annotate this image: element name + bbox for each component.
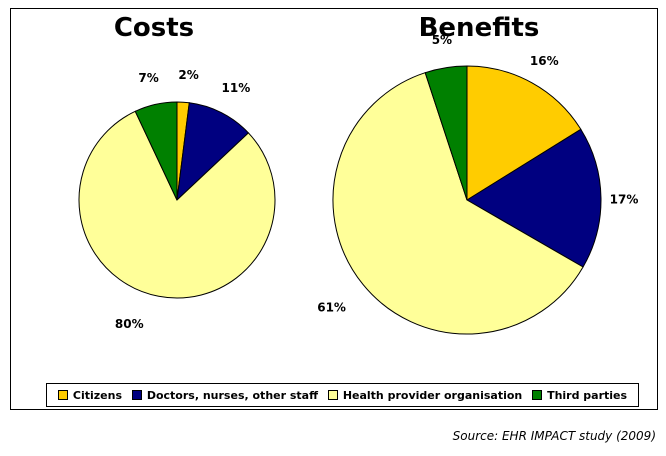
legend-swatch-staff <box>131 390 142 400</box>
benefits-title: Benefits <box>419 13 540 43</box>
benefits-label-third-parties: 5% <box>432 33 452 47</box>
costs-label-citizens: 2% <box>178 68 198 82</box>
legend-item-health-provider: Health provider organisation <box>327 388 523 402</box>
legend: Citizens Doctors, nurses, other staff He… <box>46 383 639 407</box>
benefits-slice-staff <box>466 128 602 268</box>
legend-label-health-provider: Health provider organisation <box>342 388 523 402</box>
chart-frame: Costs Benefits 2% 11% 80% 7% 16% 17% 61% 5% Ci… <box>10 8 658 410</box>
benefits-slice-citizens <box>466 65 582 201</box>
benefits-label-citizens: 16% <box>530 54 559 68</box>
benefits-slice-health-provider <box>332 72 584 335</box>
benefits-label-health-provider: 61% <box>317 300 346 314</box>
costs-slice-staff <box>176 102 250 202</box>
costs-label-health-provider: 80% <box>115 317 144 331</box>
costs-title: Costs <box>114 13 194 43</box>
chart-canvas: Costs Benefits 2% 11% 80% 7% 16% 17% 61% 5% <box>78 13 639 335</box>
legend-item-third-parties: Third parties <box>532 389 627 402</box>
legend-item-staff: Doctors, nurses, other staff <box>131 388 318 402</box>
costs-label-third-parties: 7% <box>138 71 158 85</box>
costs-slice-health-provider <box>78 110 276 299</box>
costs-slice-third-parties <box>134 101 178 201</box>
costs-label-staff: 11% <box>222 81 251 95</box>
benefits-label-staff: 17% <box>610 193 639 207</box>
legend-label-staff: Doctors, nurses, other staff <box>146 388 318 402</box>
legend-swatch-third-parties <box>532 390 543 400</box>
legend-item-citizens: Citizens <box>57 388 123 402</box>
legend-label-citizens: Citizens <box>72 388 123 402</box>
source-note: Source: EHR IMPACT study (2009) <box>452 429 656 443</box>
benefits-slice-third-parties <box>424 65 468 201</box>
benefits-pie: 16% 17% 61% 5% <box>317 33 639 335</box>
legend-label-third-parties: Third parties <box>547 388 628 402</box>
costs-pie: 2% 11% 80% 7% <box>78 68 276 331</box>
legend-swatch-citizens <box>57 390 68 400</box>
legend-swatch-health-provider <box>327 390 338 400</box>
